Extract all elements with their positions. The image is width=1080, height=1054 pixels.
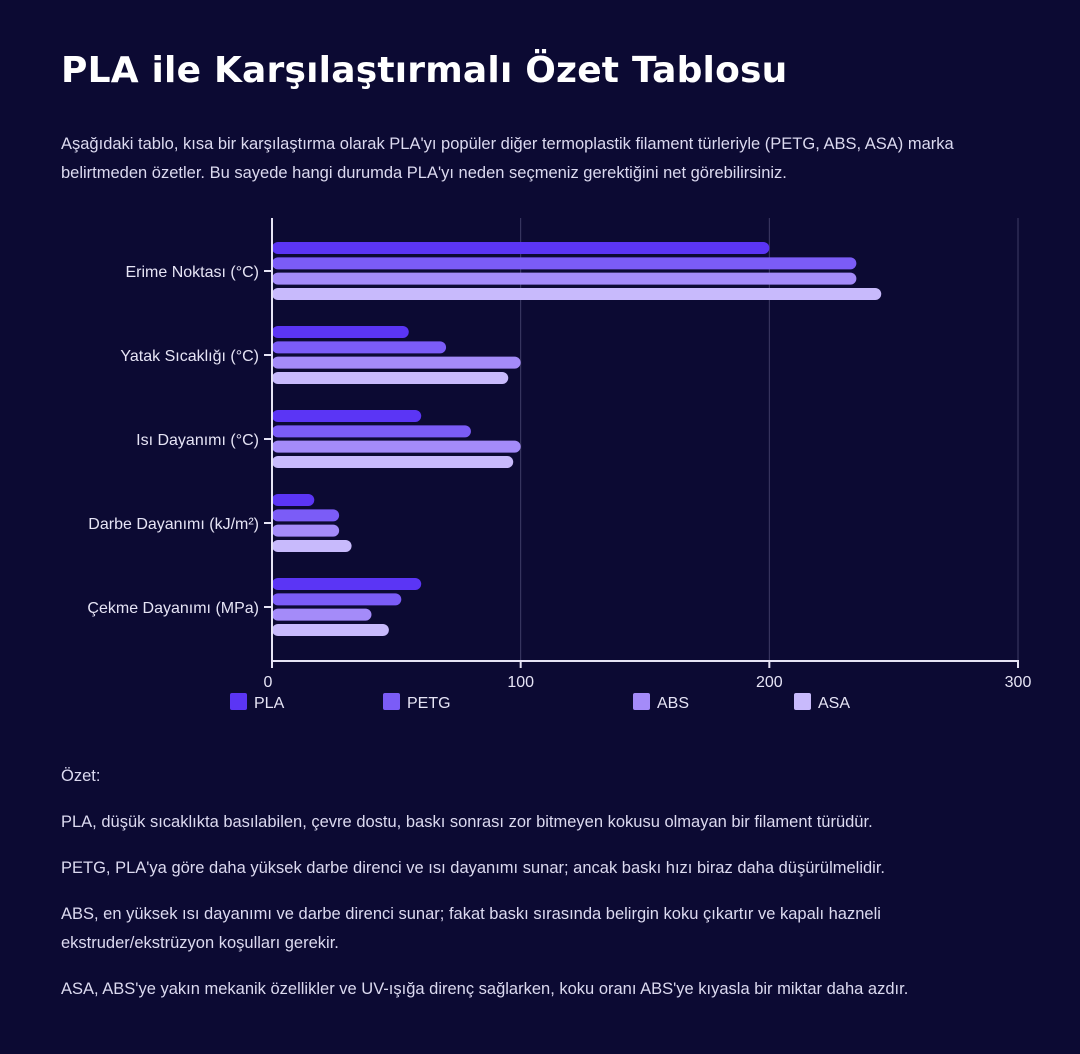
bar-pla [272, 242, 770, 255]
bar-asa [272, 455, 514, 468]
summary-abs: ABS, en yüksek ısı dayanımı ve darbe dir… [61, 905, 881, 952]
x-tick-label: 100 [507, 674, 534, 691]
legend-swatch-abs [633, 693, 650, 710]
y-tick-label: Erime Noktası (°C) [125, 264, 259, 281]
bar-abs [272, 356, 521, 369]
legend-swatch-asa [794, 693, 811, 710]
intro-paragraph: Aşağıdaki tablo, kısa bir karşılaştırma … [61, 135, 954, 182]
y-tick-label: Isı Dayanımı (°C) [136, 432, 259, 449]
bar-asa [272, 371, 509, 384]
bar-petg [272, 257, 857, 270]
bar-petg [272, 509, 340, 522]
comparison-bar-chart: Erime Noktası (°C) Yatak Sıcaklığı (°C) Is… [87, 218, 1032, 712]
bar-petg [272, 425, 471, 438]
bar-pla [272, 494, 315, 507]
x-tick-label: 300 [1005, 674, 1032, 691]
page-title: PLA ile Karşılaştırmalı Özet Tablosu [61, 50, 788, 91]
summary-heading: Özet: [61, 767, 101, 785]
x-tick-label: 0 [264, 674, 273, 691]
bar-pla [272, 326, 409, 339]
bar-abs [272, 272, 857, 285]
legend-label-abs: ABS [657, 695, 689, 712]
summary-pla: PLA, düşük sıcaklıkta basılabilen, çevre… [61, 813, 873, 831]
y-tick-label: Darbe Dayanımı (kJ/m²) [88, 516, 259, 533]
bar-asa [272, 539, 352, 552]
legend-label-petg: PETG [407, 695, 451, 712]
bar-petg [272, 341, 447, 354]
summary-section: Özet: PLA, düşük sıcaklıkta basılabilen,… [61, 762, 1021, 1021]
y-tick-label: Çekme Dayanımı (MPa) [87, 600, 259, 617]
summary-petg: PETG, PLA'ya göre daha yüksek darbe dire… [61, 859, 885, 877]
bar-abs [272, 524, 340, 537]
y-tick-label: Yatak Sıcaklığı (°C) [120, 348, 259, 365]
bar-abs [272, 440, 521, 453]
legend-swatch-pla [230, 693, 247, 710]
x-tick-label: 200 [756, 674, 783, 691]
bar-asa [272, 287, 882, 300]
legend-swatch-petg [383, 693, 400, 710]
bar-petg [272, 593, 402, 606]
legend-label-pla: PLA [254, 695, 285, 712]
bar-pla [272, 578, 422, 591]
bar-pla [272, 410, 422, 423]
summary-asa: ASA, ABS'ye yakın mekanik özellikler ve … [61, 980, 909, 998]
bar-asa [272, 623, 389, 636]
bar-abs [272, 608, 372, 621]
legend-label-asa: ASA [818, 695, 850, 712]
